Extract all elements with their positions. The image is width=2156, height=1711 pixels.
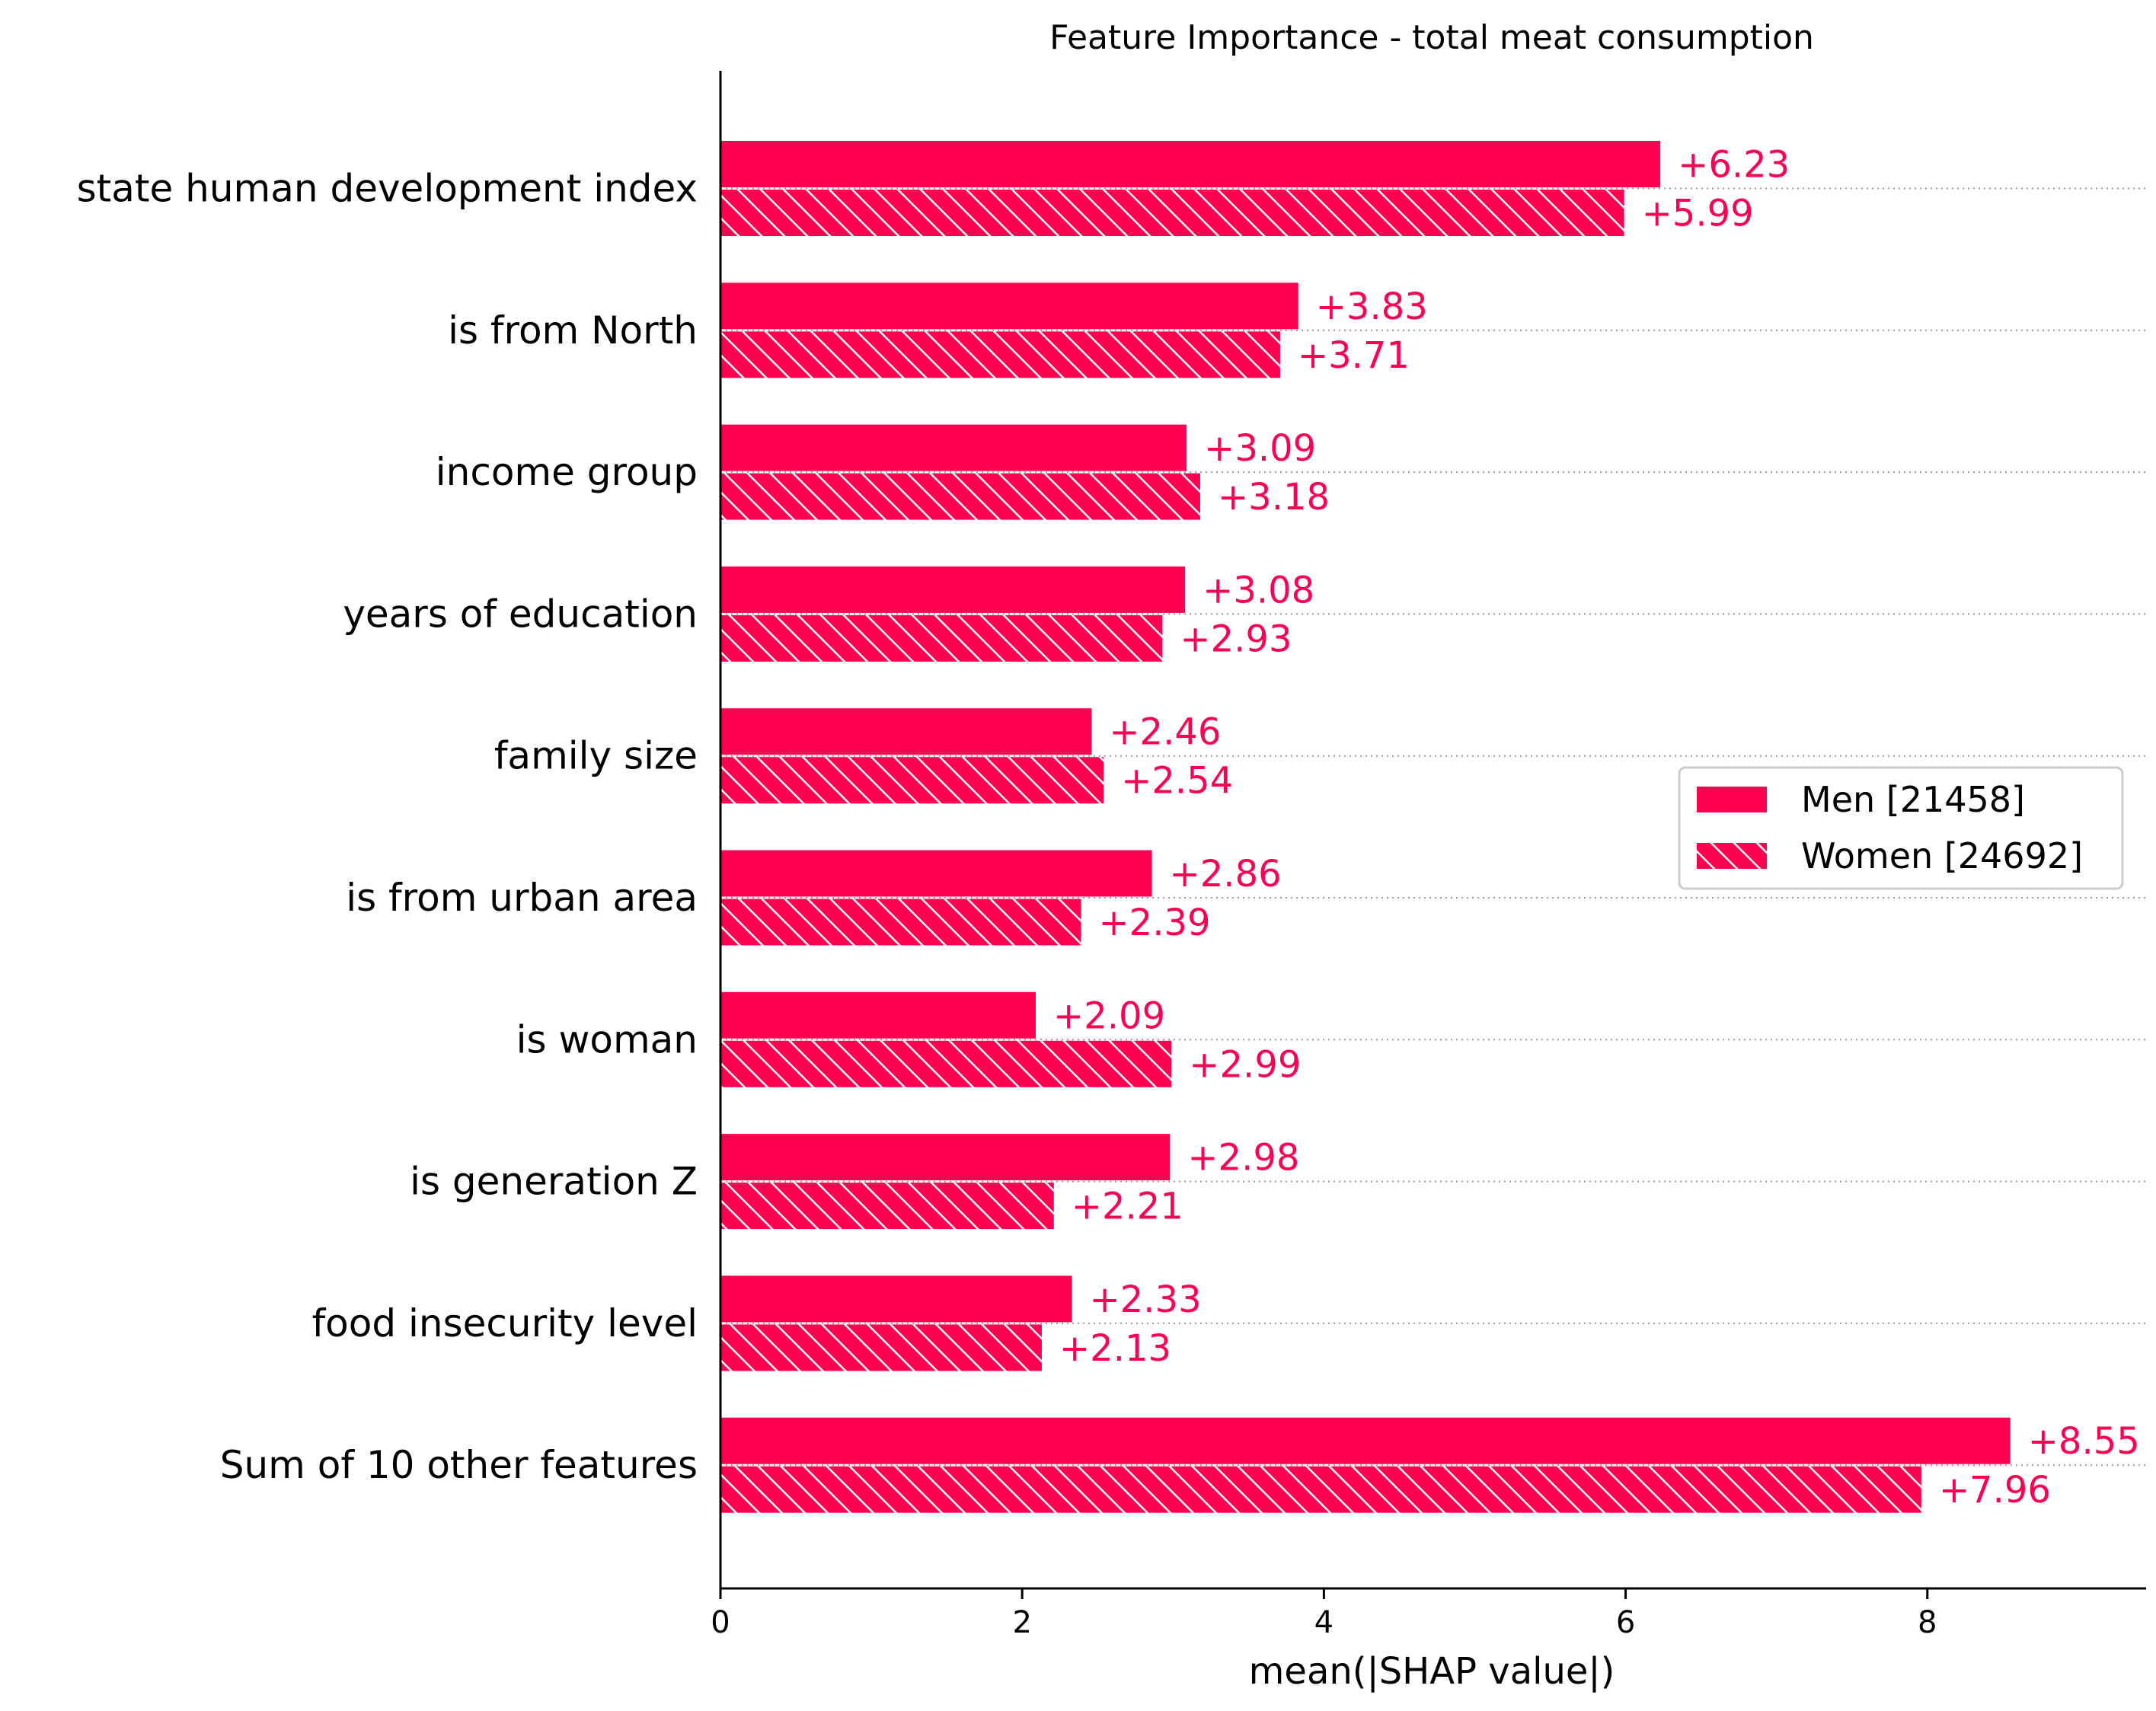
x-axis-ticks: 0 2 4 6 8 [711, 1588, 1937, 1640]
legend-frame [1678, 766, 2124, 890]
value-labels: +6.23 +5.99 +3.83 +3.71 +3.09 +3.18 +3.08 +2.93… [1053, 144, 2140, 1512]
category-label: family size [494, 734, 698, 778]
value-label-men: +6.23 [1678, 144, 1790, 187]
category-labels: state human development index is from Nor… [77, 167, 698, 1488]
bar-men [720, 1134, 1171, 1181]
legend-swatch-men [1697, 787, 1767, 812]
value-label-women: +2.39 [1098, 902, 1210, 944]
bar-women [720, 899, 1081, 946]
bars [720, 141, 2011, 1513]
category-label: years of education [343, 592, 698, 636]
bar-men [720, 991, 1036, 1039]
value-label-men: +2.98 [1187, 1137, 1299, 1180]
x-tick-label: 4 [1314, 1605, 1334, 1640]
category-label: income group [436, 450, 698, 494]
bar-men [720, 1417, 2011, 1464]
value-label-men: +2.33 [1090, 1278, 1202, 1321]
bar-women [720, 1466, 1921, 1513]
category-label: is from North [448, 308, 698, 353]
bar-women [720, 190, 1624, 236]
bar-men [720, 424, 1187, 471]
bar-men [720, 566, 1186, 613]
category-label: Sum of 10 other features [220, 1443, 698, 1487]
value-label-men: +2.09 [1053, 994, 1165, 1037]
bar-women [720, 473, 1200, 520]
legend: Men [21458] Women [24692] [1678, 766, 2124, 890]
value-label-women: +2.21 [1072, 1186, 1183, 1228]
chart-title: Feature Importance - total meat consumpt… [1049, 18, 1814, 57]
category-label: is generation Z [410, 1160, 698, 1204]
value-label-women: +2.93 [1180, 618, 1292, 660]
bar-women [720, 1040, 1172, 1087]
value-label-men: +2.86 [1170, 853, 1282, 895]
bar-women [720, 1324, 1042, 1371]
value-label-women: +3.71 [1298, 334, 1410, 377]
value-label-men: +3.08 [1203, 569, 1314, 611]
bar-women [720, 614, 1163, 662]
bar-men [720, 283, 1298, 330]
bar-women [720, 757, 1104, 804]
value-label-men: +3.83 [1316, 286, 1428, 328]
legend-swatch-women [1697, 843, 1767, 869]
value-label-women: +2.13 [1059, 1327, 1171, 1370]
bar-women [720, 1183, 1054, 1230]
legend-label-women: Women [24692] [1801, 835, 2083, 876]
x-tick-label: 2 [1012, 1605, 1031, 1640]
value-label-men: +2.46 [1109, 711, 1221, 754]
bar-men [720, 850, 1152, 897]
value-label-men: +8.55 [2028, 1420, 2140, 1463]
bar-women [720, 331, 1280, 378]
legend-label-men: Men [21458] [1801, 779, 2025, 820]
value-label-women: +5.99 [1642, 193, 1754, 235]
x-axis-label: mean(|SHAP value|) [1249, 1650, 1615, 1693]
category-label: food insecurity level [312, 1301, 698, 1345]
x-tick-label: 0 [711, 1605, 730, 1640]
value-label-women: +7.96 [1939, 1469, 2051, 1511]
bar-men [720, 708, 1092, 755]
x-tick-label: 6 [1616, 1605, 1635, 1640]
value-label-men: +3.09 [1204, 427, 1316, 470]
category-label: state human development index [77, 167, 698, 211]
bar-men [720, 141, 1661, 187]
value-label-women: +3.18 [1218, 476, 1330, 519]
x-tick-label: 8 [1918, 1605, 1937, 1640]
value-label-women: +2.54 [1121, 760, 1233, 803]
bar-men [720, 1275, 1072, 1323]
category-label: is from urban area [346, 876, 698, 920]
category-label: is woman [516, 1017, 698, 1061]
value-label-women: +2.99 [1189, 1043, 1301, 1086]
